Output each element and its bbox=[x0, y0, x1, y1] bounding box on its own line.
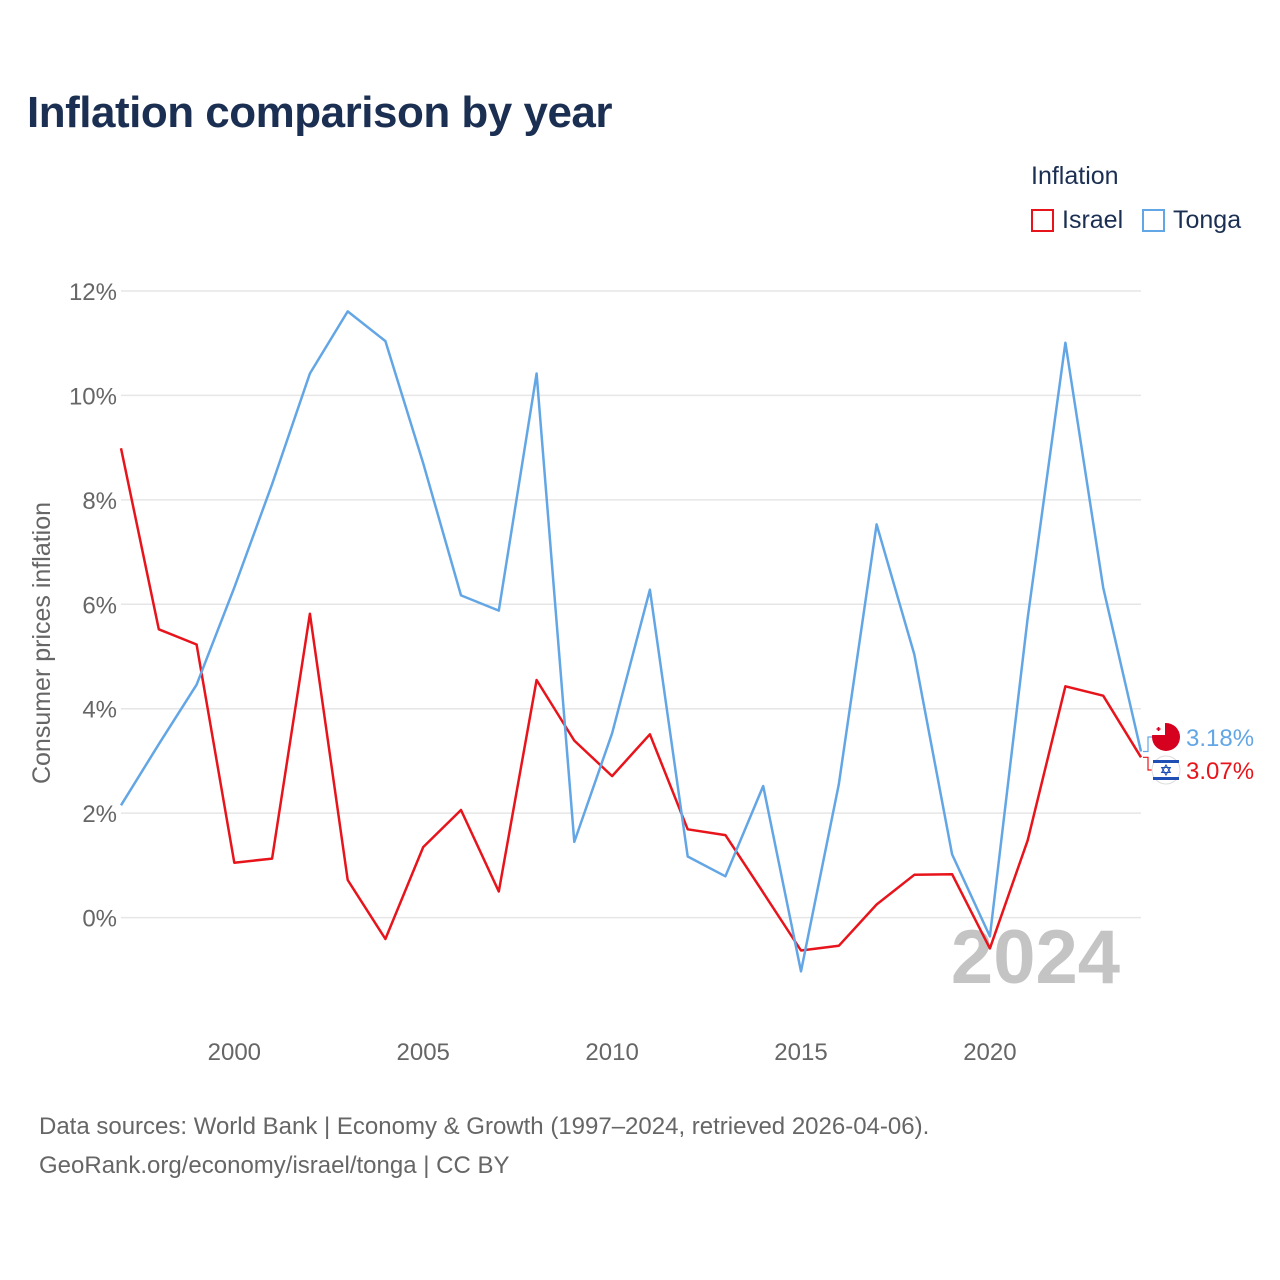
y-tick-label-8: 8% bbox=[82, 488, 117, 515]
series-line-tonga bbox=[119, 310, 1143, 973]
legend-swatch-tonga bbox=[1142, 208, 1165, 232]
end-label-tonga: 3.18% bbox=[1186, 725, 1254, 752]
legend-item-israel[interactable]: Israel bbox=[1031, 205, 1123, 235]
israel-flag-star-b bbox=[1160, 766, 1172, 777]
legend-title: Inflation bbox=[1031, 162, 1119, 190]
y-tick-label-12: 12% bbox=[69, 279, 117, 306]
legend-item-tonga[interactable]: Tonga bbox=[1142, 205, 1241, 235]
y-tick-label-6: 6% bbox=[82, 592, 117, 619]
israel-flag-star-a bbox=[1160, 763, 1172, 774]
tonga-flag-cross bbox=[1156, 727, 1161, 731]
x-tick-label-2020: 2020 bbox=[963, 1039, 1016, 1066]
connector-israel bbox=[1143, 756, 1154, 771]
y-tick-label-4: 4% bbox=[82, 697, 117, 724]
source-line-1: Data sources: World Bank | Economy & Gro… bbox=[39, 1113, 930, 1140]
y-axis-ticks: 0% 2% 4% 6% 8% 10% 12% bbox=[69, 279, 117, 933]
israel-flag-stripe-top bbox=[1153, 760, 1179, 763]
y-tick-label-10: 10% bbox=[69, 383, 117, 410]
series-line-israel bbox=[119, 447, 1143, 952]
x-axis-ticks: 2000 2005 2010 2015 2020 bbox=[208, 1039, 1017, 1066]
grid-lines bbox=[121, 290, 1141, 919]
israel-flag-stripe-bottom bbox=[1153, 777, 1179, 780]
x-tick-label-2010: 2010 bbox=[585, 1039, 638, 1066]
legend-label-tonga: Tonga bbox=[1173, 205, 1242, 234]
x-tick-label-2000: 2000 bbox=[208, 1039, 261, 1066]
x-tick-label-2005: 2005 bbox=[397, 1039, 450, 1066]
chart-title: Inflation comparison by year bbox=[27, 88, 613, 137]
end-labels: 3.18% 3.07% bbox=[1143, 723, 1254, 785]
year-watermark: 2024 bbox=[951, 915, 1120, 1000]
series-lines bbox=[119, 310, 1143, 973]
x-tick-label-2015: 2015 bbox=[774, 1039, 827, 1066]
source-notes: Data sources: World Bank | Economy & Gro… bbox=[39, 1107, 929, 1185]
end-label-israel: 3.07% bbox=[1186, 758, 1254, 785]
legend-label-israel: Israel bbox=[1062, 205, 1124, 234]
source-line-2[interactable]: GeoRank.org/economy/israel/tonga | CC BY bbox=[39, 1152, 510, 1179]
y-tick-label-0: 0% bbox=[82, 906, 117, 933]
y-tick-label-2: 2% bbox=[82, 801, 117, 828]
legend-swatch-israel bbox=[1031, 208, 1054, 232]
y-axis-label: Consumer prices inflation bbox=[28, 502, 56, 784]
connector-tonga bbox=[1143, 736, 1154, 753]
line-chart: 0% 2% 4% 6% 8% 10% 12% 2000 2005 2010 2015 2020 Co… bbox=[28, 279, 1254, 1066]
